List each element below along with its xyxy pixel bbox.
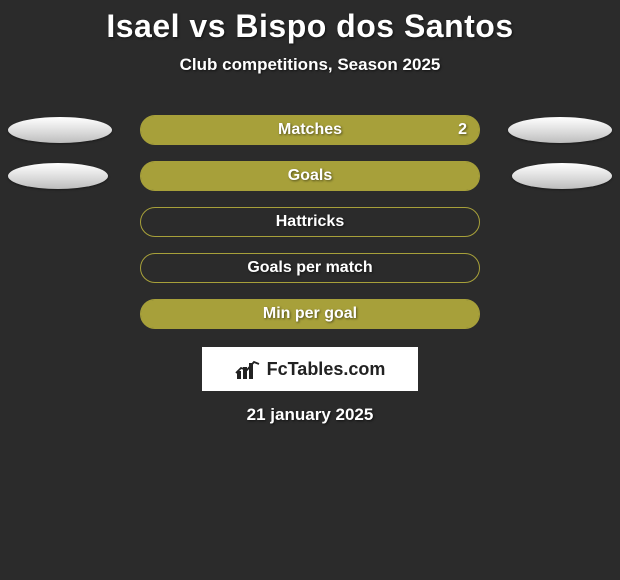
stat-row: Min per goal: [0, 299, 620, 329]
infographic-container: Isael vs Bispo dos Santos Club competiti…: [0, 0, 620, 425]
page-title: Isael vs Bispo dos Santos: [0, 8, 620, 45]
stat-bar: Matches 2: [140, 115, 480, 145]
stat-bar: Hattricks: [140, 207, 480, 237]
stat-label: Goals per match: [247, 259, 372, 277]
stat-label: Min per goal: [263, 305, 357, 323]
stat-bar: Goals per match: [140, 253, 480, 283]
stat-row: Matches 2: [0, 115, 620, 145]
logo-text: FcTables.com: [267, 359, 386, 380]
stat-bar: Min per goal: [140, 299, 480, 329]
stat-rows: Matches 2 Goals Hattricks Goals per match Min…: [0, 115, 620, 329]
left-ellipse: [8, 163, 108, 189]
right-ellipse: [508, 117, 612, 143]
stat-label: Hattricks: [276, 213, 344, 231]
stat-label: Matches: [278, 121, 342, 139]
stat-label: Goals: [288, 167, 332, 185]
stat-row: Goals: [0, 161, 620, 191]
logo-box: FcTables.com: [202, 347, 418, 391]
stat-bar: Goals: [140, 161, 480, 191]
left-ellipse: [8, 117, 112, 143]
subtitle: Club competitions, Season 2025: [0, 55, 620, 75]
date-label: 21 january 2025: [0, 405, 620, 425]
stat-right-value: 2: [458, 121, 467, 139]
logo-chart-icon: [235, 359, 261, 379]
right-ellipse: [512, 163, 612, 189]
stat-row: Hattricks: [0, 207, 620, 237]
stat-row: Goals per match: [0, 253, 620, 283]
